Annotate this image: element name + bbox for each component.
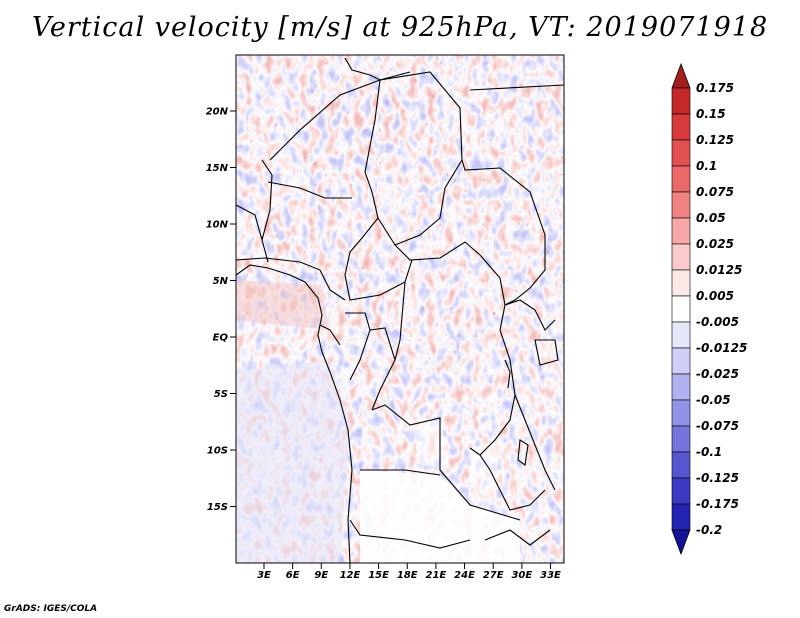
colorbar-label: -0.075 xyxy=(696,419,739,433)
lon-tick-label: 33E xyxy=(540,570,561,581)
lon-tick-label: 6E xyxy=(286,570,300,581)
lon-tick-label: 30E xyxy=(511,570,532,581)
colorbar-swatch xyxy=(671,399,691,427)
colorbar-label: 0.025 xyxy=(696,237,734,251)
map-frame xyxy=(235,54,565,564)
lat-tick-label: 10S xyxy=(207,446,228,457)
footer-credit: GrADS: IGES/COLA xyxy=(4,604,98,614)
lat-tick-label: EQ xyxy=(213,333,229,344)
lat-tick-label: 10N xyxy=(206,220,229,231)
longitude-axis: 3E 6E 9E 12E 15E 18E 21E 24E 27E 30E 33E xyxy=(257,563,561,581)
country-borders xyxy=(236,57,564,563)
colorbar-swatch xyxy=(671,321,691,349)
colorbar-label: -0.125 xyxy=(696,471,739,485)
colorbar-label: -0.0125 xyxy=(696,341,747,355)
vertical-velocity-field xyxy=(236,55,564,563)
colorbar-label: -0.005 xyxy=(696,315,739,329)
colorbar-label: -0.025 xyxy=(696,367,739,381)
colorbar-label: 0.15 xyxy=(696,107,726,121)
colorbar: 0.175 0.15 0.125 0.1 0.075 0.05 0.025 0.0125 0.0… xyxy=(671,62,747,556)
colorbar-swatch xyxy=(671,373,691,401)
chart-title: Vertical velocity [m/s] at 925hPa, VT: 2… xyxy=(31,12,769,43)
colorbar-bottom-arrow xyxy=(671,529,691,556)
colorbar-swatch xyxy=(671,295,691,323)
colorbar-swatch xyxy=(671,477,691,505)
colorbar-label: 0.0125 xyxy=(696,263,742,277)
colorbar-swatch xyxy=(671,139,691,167)
colorbar-swatch xyxy=(671,451,691,479)
colorbar-swatch xyxy=(671,269,691,297)
lat-tick-label: 15S xyxy=(207,502,228,513)
lat-tick-label: 15N xyxy=(206,163,229,174)
lon-tick-label: 18E xyxy=(397,570,418,581)
colorbar-swatch xyxy=(671,243,691,271)
colorbar-swatch xyxy=(671,425,691,453)
lat-tick-label: 5S xyxy=(214,389,228,400)
colorbar-swatch xyxy=(671,113,691,141)
lon-tick-label: 27E xyxy=(483,570,504,581)
colorbar-swatch xyxy=(671,217,691,245)
colorbar-label: -0.2 xyxy=(696,523,722,537)
colorbar-label: 0.005 xyxy=(696,289,734,303)
latitude-axis: 20N 15N 10N 5N EQ 5S 10S 15S xyxy=(206,107,236,513)
colorbar-swatch xyxy=(671,191,691,219)
colorbar-label: -0.1 xyxy=(696,445,722,459)
lon-tick-label: 15E xyxy=(368,570,389,581)
colorbar-label: 0.1 xyxy=(696,159,717,173)
lat-tick-label: 5N xyxy=(213,276,229,287)
colorbar-label: 0.05 xyxy=(696,211,726,225)
colorbar-swatch xyxy=(671,165,691,193)
colorbar-swatch xyxy=(671,503,691,531)
colorbar-label: -0.175 xyxy=(696,497,739,511)
lat-tick-label: 20N xyxy=(206,107,229,118)
lon-tick-label: 24E xyxy=(454,570,475,581)
colorbar-swatch xyxy=(671,347,691,375)
colorbar-label: -0.05 xyxy=(696,393,731,407)
lon-tick-label: 3E xyxy=(257,570,271,581)
lon-tick-label: 12E xyxy=(340,570,361,581)
colorbar-top-arrow xyxy=(671,62,691,89)
colorbar-label: 0.075 xyxy=(696,185,734,199)
colorbar-swatch xyxy=(671,87,691,115)
colorbar-label: 0.175 xyxy=(696,81,734,95)
lon-tick-label: 21E xyxy=(426,570,447,581)
colorbar-label: 0.125 xyxy=(696,133,734,147)
lon-tick-label: 9E xyxy=(314,570,328,581)
